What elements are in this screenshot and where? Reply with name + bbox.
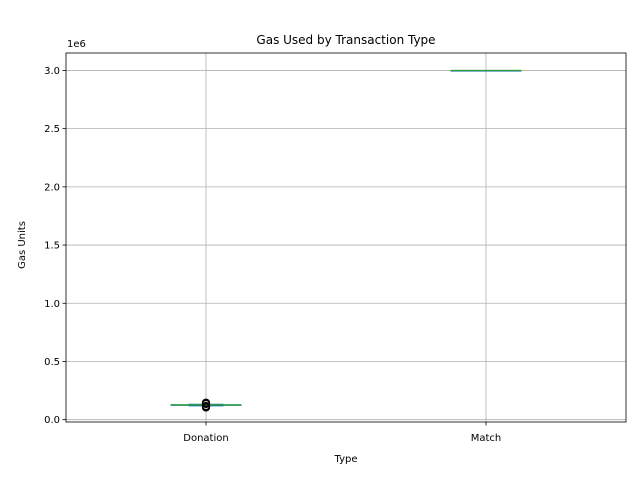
box-group-donation bbox=[170, 398, 242, 412]
y-tick-label: 1.5 bbox=[44, 241, 60, 252]
y-axis-offset-text: 1e6 bbox=[67, 39, 86, 50]
chart-title: Gas Used by Transaction Type bbox=[256, 33, 435, 47]
box-group-match bbox=[450, 69, 522, 72]
y-tick-label: 2.0 bbox=[44, 182, 60, 193]
y-axis-label: Gas Units bbox=[17, 221, 28, 269]
x-axis-label: Type bbox=[334, 454, 358, 465]
grid-layer bbox=[66, 53, 626, 422]
y-tick-label: 0.0 bbox=[44, 415, 60, 426]
axes-layer: 0.0 0.5 1.0 1.5 2.0 2.5 3.0 Donation Match bbox=[44, 52, 627, 444]
x-tick-label: Donation bbox=[183, 433, 228, 444]
outlier-point bbox=[201, 398, 211, 407]
y-tick-label: 0.5 bbox=[44, 357, 60, 368]
x-tick-label: Match bbox=[471, 433, 502, 444]
y-tick-label: 2.5 bbox=[44, 124, 60, 135]
axes-frame bbox=[65, 52, 627, 423]
y-tick-label: 1.0 bbox=[44, 299, 60, 310]
box-layer bbox=[170, 69, 522, 412]
y-tick-label: 3.0 bbox=[44, 66, 60, 77]
